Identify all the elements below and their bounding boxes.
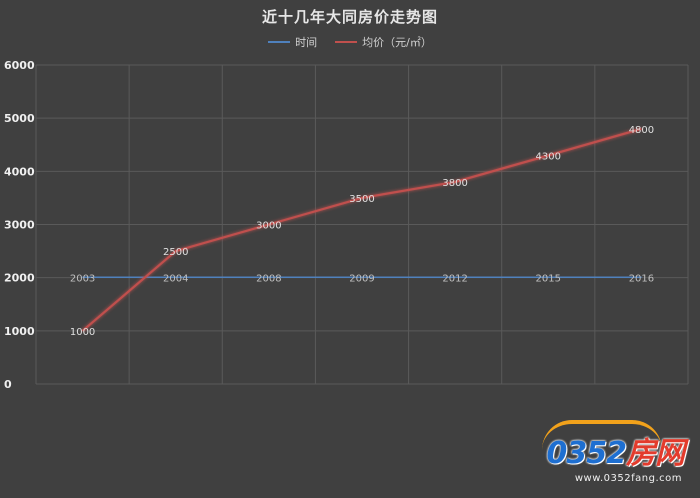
- watermark-logo: 0352房网 www.0352fang.com: [517, 418, 692, 490]
- data-label-price: 1000: [70, 327, 95, 338]
- data-label-price: 2500: [163, 247, 188, 258]
- data-label-price: 4300: [536, 151, 561, 162]
- y-tick-label: 0: [4, 378, 12, 391]
- data-label-time: 2008: [256, 274, 281, 285]
- legend-label-time: 时间: [295, 36, 318, 49]
- data-label-price: 3500: [349, 194, 374, 205]
- series: [81, 127, 642, 332]
- data-labels: 2003 2004 2008 2009 2012 2015 2016 1000 2500 3000…: [70, 125, 654, 338]
- legend-item-time: 时间: [268, 34, 317, 50]
- legend-label-price: 均价（元/㎡）: [362, 36, 432, 49]
- logo-brand: 0352房网: [546, 428, 686, 472]
- y-tick-label: 3000: [4, 219, 35, 232]
- data-label-price: 3000: [256, 221, 281, 232]
- chart-title: 近十几年大同房价走势图: [261, 8, 438, 26]
- y-tick-label: 5000: [4, 112, 35, 125]
- legend-item-price: 均价（元/㎡）: [335, 34, 432, 50]
- legend: 时间 均价（元/㎡）: [0, 34, 700, 50]
- data-label-time: 2012: [442, 274, 467, 285]
- logo-url: www.0352fang.com: [574, 473, 682, 484]
- y-axis: 0 1000 2000 3000 4000 5000 6000: [4, 59, 35, 391]
- series-line-price: [81, 127, 642, 332]
- y-tick-label: 6000: [4, 59, 35, 72]
- data-label-time: 2016: [629, 274, 654, 285]
- y-tick-label: 1000: [4, 325, 35, 338]
- data-label-time: 2004: [163, 274, 188, 285]
- data-label-price: 3800: [442, 178, 467, 189]
- legend-swatch-price: [335, 41, 358, 43]
- y-tick-label: 2000: [4, 272, 35, 285]
- legend-swatch-time: [268, 41, 291, 43]
- grid: [35, 64, 689, 385]
- data-label-price: 4800: [629, 125, 654, 136]
- y-tick-label: 4000: [4, 165, 35, 178]
- logo-brand-number: 0352: [546, 436, 627, 471]
- data-label-time: 2003: [70, 274, 95, 285]
- data-label-time: 2015: [536, 274, 561, 285]
- series-line-time: [82, 275, 642, 279]
- logo-brand-chinese: 房网: [626, 436, 685, 471]
- data-label-time: 2009: [349, 274, 374, 285]
- logo-roof-arc: [542, 420, 662, 450]
